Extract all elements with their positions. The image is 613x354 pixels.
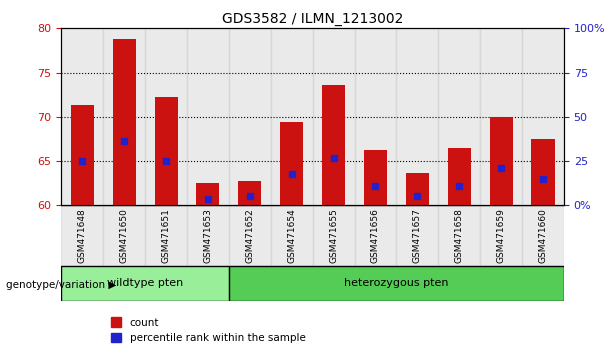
Bar [271, 28, 313, 205]
Bar [103, 205, 145, 266]
Bar [229, 205, 271, 266]
Text: GSM471655: GSM471655 [329, 208, 338, 263]
Text: GSM471651: GSM471651 [161, 208, 170, 263]
Text: GSM471656: GSM471656 [371, 208, 380, 263]
Text: GSM471658: GSM471658 [455, 208, 464, 263]
Text: GSM471657: GSM471657 [413, 208, 422, 263]
Bar [61, 266, 229, 301]
Bar [229, 266, 564, 301]
Bar [322, 85, 345, 205]
Bar [103, 28, 145, 205]
Text: GSM471648: GSM471648 [78, 208, 87, 263]
Legend: count, percentile rank within the sample: count, percentile rank within the sample [107, 313, 310, 347]
Bar [490, 117, 512, 205]
Bar [70, 105, 94, 205]
Bar [187, 28, 229, 205]
Bar [313, 205, 354, 266]
Bar [229, 28, 271, 205]
Text: heterozygous pten: heterozygous pten [344, 278, 449, 288]
Text: wildtype pten: wildtype pten [107, 278, 183, 288]
Text: GSM471654: GSM471654 [287, 208, 296, 263]
Bar [364, 150, 387, 205]
Bar [154, 97, 178, 205]
Bar [522, 28, 564, 205]
Bar [271, 205, 313, 266]
Bar [196, 183, 219, 205]
Bar [438, 205, 480, 266]
Bar [406, 172, 429, 205]
Text: genotype/variation ▶: genotype/variation ▶ [6, 280, 116, 290]
Bar [397, 205, 438, 266]
Bar [354, 28, 397, 205]
Bar [480, 28, 522, 205]
Bar [397, 28, 438, 205]
Bar [61, 205, 103, 266]
Bar [280, 122, 303, 205]
Text: GSM471659: GSM471659 [497, 208, 506, 263]
Bar [531, 139, 555, 205]
Bar [187, 205, 229, 266]
Bar [238, 181, 261, 205]
Bar [145, 28, 187, 205]
Bar [522, 205, 564, 266]
Bar [145, 205, 187, 266]
Text: GSM471652: GSM471652 [245, 208, 254, 263]
Text: GSM471653: GSM471653 [204, 208, 213, 263]
Bar [438, 28, 480, 205]
Bar [447, 148, 471, 205]
Title: GDS3582 / ILMN_1213002: GDS3582 / ILMN_1213002 [222, 12, 403, 26]
Bar [313, 28, 354, 205]
Text: GSM471660: GSM471660 [538, 208, 547, 263]
Bar [480, 205, 522, 266]
Bar [61, 28, 103, 205]
Text: GSM471650: GSM471650 [120, 208, 129, 263]
Bar [354, 205, 397, 266]
Bar [113, 39, 135, 205]
